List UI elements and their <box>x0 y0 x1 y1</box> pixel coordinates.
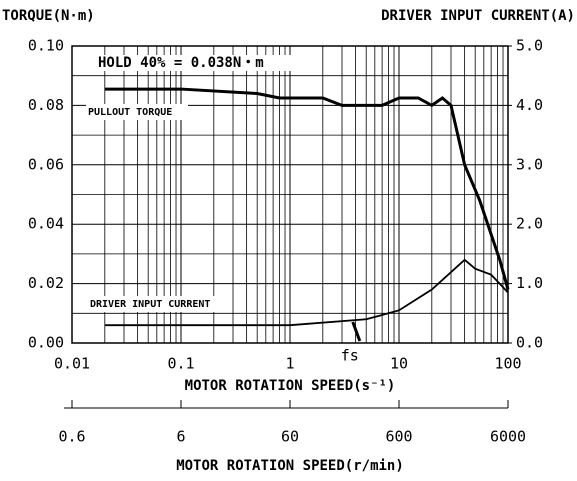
y2-tick-label: 3.0 <box>516 155 543 173</box>
annotation: HOLD 40% = 0.038N・m <box>98 55 264 71</box>
x2-tick-label: 6000 <box>490 428 526 446</box>
y2-tick-label: 5.0 <box>516 37 543 55</box>
y-tick-label: 0.02 <box>28 274 64 292</box>
x2-tick-label: 600 <box>385 428 412 446</box>
label-background <box>94 55 308 71</box>
label-background <box>86 104 188 120</box>
y-tick-label: 0.00 <box>28 334 64 352</box>
series-label: DRIVER INPUT CURRENT <box>90 299 210 310</box>
x-tick-label: 10 <box>390 355 408 373</box>
x2-tick-label: 0.6 <box>58 428 85 446</box>
fs-marker <box>351 321 362 342</box>
x-tick-label: 100 <box>494 355 521 373</box>
x-tick-label: 0.1 <box>167 355 194 373</box>
x2-axis-label: MOTOR ROTATION SPEED(r/min) <box>176 458 404 474</box>
y-tick-label: 0.06 <box>28 155 64 173</box>
y2-tick-label: 4.0 <box>516 96 543 114</box>
x2-tick-label: 60 <box>281 428 299 446</box>
y-tick-label: 0.08 <box>28 96 64 114</box>
x2-tick-label: 6 <box>176 428 185 446</box>
x-tick-label: 1 <box>285 355 294 373</box>
y-tick-label: 0.04 <box>28 215 64 233</box>
y2-tick-label: 0.0 <box>516 334 543 352</box>
series-line <box>104 87 510 290</box>
x-axis-label: MOTOR ROTATION SPEED(s⁻¹) <box>185 378 396 394</box>
y-tick-label: 0.10 <box>28 37 64 55</box>
y2-axis-label: DRIVER INPUT CURRENT(A) <box>381 8 575 24</box>
series-line <box>104 258 509 327</box>
y2-tick-label: 1.0 <box>516 274 543 292</box>
y2-tick-label: 2.0 <box>516 215 543 233</box>
y-axis-label: TORQUE(N·m) <box>2 8 95 24</box>
x-tick-label: 0.01 <box>54 355 90 373</box>
plot-frame <box>71 45 509 344</box>
annotation: fs <box>341 347 359 365</box>
label-background <box>88 296 230 312</box>
series-label: PULLOUT TORQUE <box>88 107 172 118</box>
